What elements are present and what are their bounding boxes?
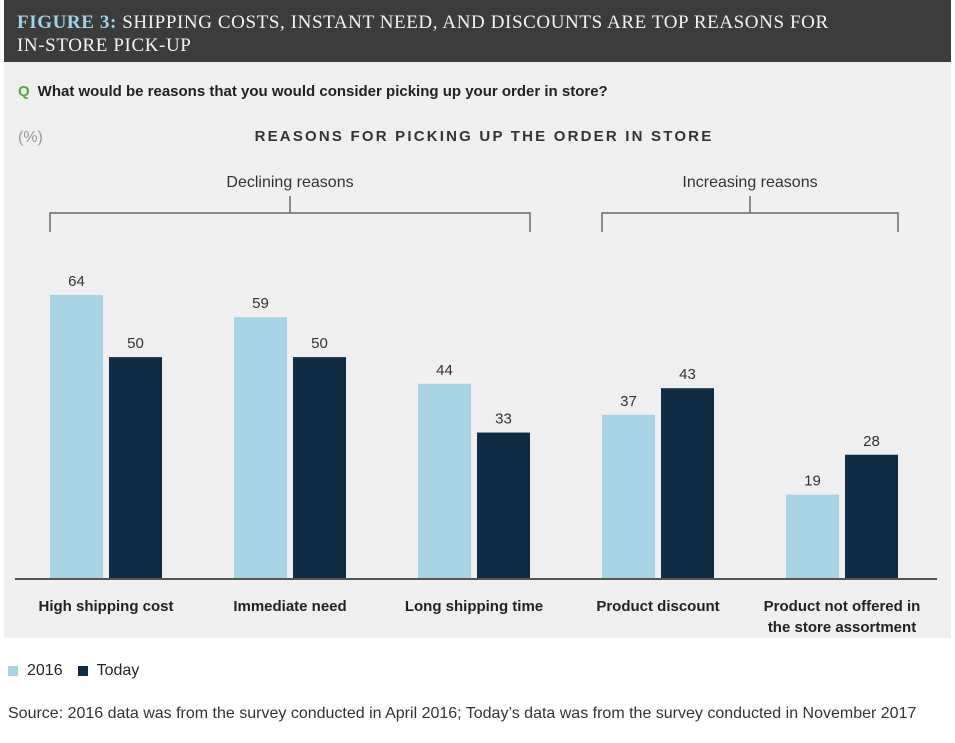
legend-item-2016: 2016 bbox=[8, 661, 63, 681]
bracket-declining-reasons bbox=[49, 196, 531, 232]
legend-swatch-today bbox=[77, 666, 88, 676]
legend-label-today: Today bbox=[96, 662, 140, 679]
value-label-2016-product-not-offered-in-the-store-assortment: 19 bbox=[804, 473, 821, 490]
bars bbox=[50, 295, 898, 579]
figure-number: FIGURE 3: bbox=[17, 12, 117, 33]
value-label-2016-product-discount: 37 bbox=[620, 393, 637, 410]
legend-item-today: Today bbox=[77, 661, 140, 681]
category-label-immediate-need: Immediate need bbox=[233, 598, 347, 615]
figure-header: FIGURE 3: SHIPPING COSTS, INSTANT NEED, … bbox=[4, 0, 951, 62]
value-label-today-product-discount: 43 bbox=[679, 366, 696, 383]
question-text: What would be reasons that you would con… bbox=[37, 83, 608, 100]
value-label-2016-high-shipping-cost: 64 bbox=[68, 273, 85, 290]
bar-2016-product-discount bbox=[602, 414, 655, 579]
legend-label-2016: 2016 bbox=[27, 662, 63, 679]
unit-label: (%) bbox=[18, 129, 43, 146]
bar-2016-long-shipping-time bbox=[418, 383, 471, 579]
figure-title-line-1: FIGURE 3: SHIPPING COSTS, INSTANT NEED, … bbox=[17, 11, 951, 34]
value-label-2016-immediate-need: 59 bbox=[252, 295, 269, 312]
category-label-high-shipping-cost: High shipping cost bbox=[38, 598, 174, 615]
source-note: Source: 2016 data was from the survey co… bbox=[8, 705, 917, 722]
question-marker: Q bbox=[18, 83, 30, 100]
group-label-increasing-reasons: Increasing reasons bbox=[682, 174, 817, 191]
legend-swatch-2016 bbox=[8, 666, 18, 676]
figure-title-text-2: IN-STORE PICK-UP bbox=[17, 35, 192, 56]
bar-today-product-discount bbox=[661, 388, 714, 579]
value-label-2016-long-shipping-time: 44 bbox=[436, 362, 453, 379]
figure-title-text-1: SHIPPING COSTS, INSTANT NEED, AND DISCOU… bbox=[122, 12, 829, 33]
figure-body: Q What would be reasons that you would co… bbox=[0, 62, 955, 638]
value-label-today-immediate-need: 50 bbox=[311, 335, 328, 352]
legend: 2016 Today bbox=[8, 661, 154, 681]
grouped-bar-chart: (%) REASONS FOR PICKING UP THE ORDER IN … bbox=[15, 128, 937, 580]
value-label-today-product-not-offered-in-the-store-assortment: 28 bbox=[863, 433, 880, 450]
bar-2016-immediate-need bbox=[234, 317, 287, 579]
group-label-declining-reasons: Declining reasons bbox=[226, 174, 353, 191]
value-label-today-high-shipping-cost: 50 bbox=[127, 335, 144, 352]
bar-today-product-not-offered-in-the-store-assortment bbox=[845, 454, 898, 579]
value-labels: 64 50 59 50 44 33 37 43 19 28 bbox=[68, 273, 880, 490]
value-label-today-long-shipping-time: 33 bbox=[495, 411, 512, 428]
bar-2016-product-not-offered-in-the-store-assortment bbox=[786, 494, 839, 579]
bar-today-high-shipping-cost bbox=[109, 357, 162, 579]
bar-2016-high-shipping-cost bbox=[50, 295, 103, 579]
group-brackets: Declining reasons Increasing reasons bbox=[49, 174, 899, 232]
chart-title: REASONS FOR PICKING UP THE ORDER IN STOR… bbox=[255, 128, 714, 145]
survey-question: Q What would be reasons that you would co… bbox=[18, 83, 608, 101]
category-label-product-not-offered-in-the-store-assortment: Product not offered in the store assortm… bbox=[763, 598, 921, 636]
bar-today-immediate-need bbox=[293, 357, 346, 579]
category-labels: High shipping cost Immediate need Long shi… bbox=[0, 62, 955, 638]
category-label-product-discount: Product discount bbox=[596, 598, 720, 615]
bracket-increasing-reasons bbox=[601, 196, 899, 232]
figure-title-line-2: IN-STORE PICK-UP bbox=[17, 34, 951, 57]
category-label-long-shipping-time: Long shipping time bbox=[404, 598, 544, 615]
bar-today-long-shipping-time bbox=[477, 432, 530, 579]
